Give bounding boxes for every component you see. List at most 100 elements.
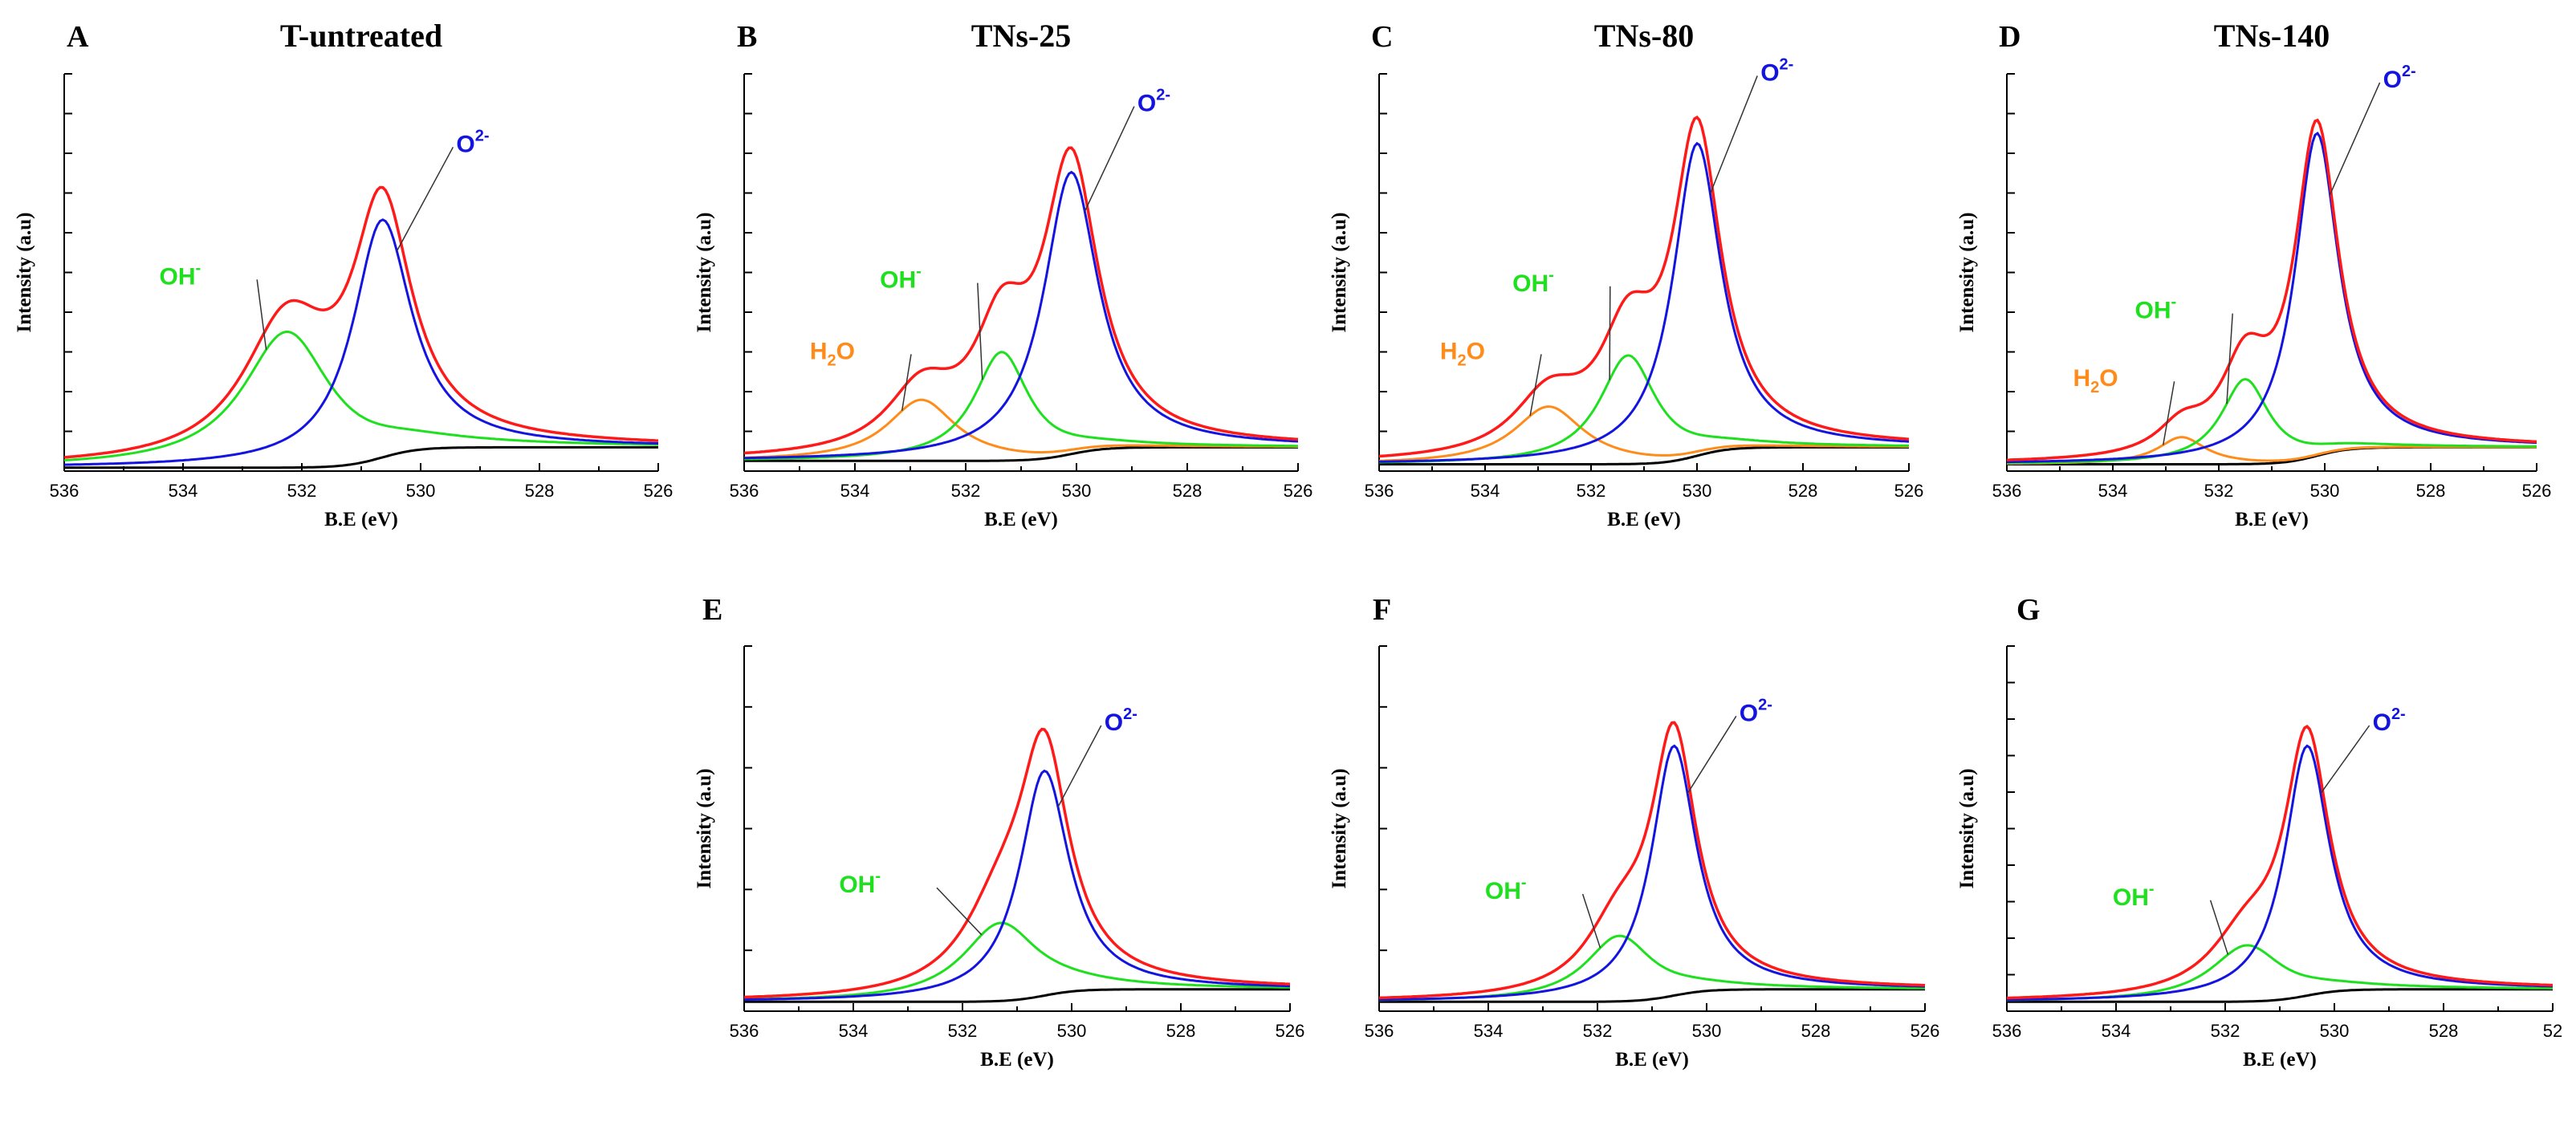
- x-tick-label: 536: [1992, 1021, 2022, 1041]
- x-tick-label: 532: [1583, 1021, 1613, 1041]
- x-tick-label: 530: [1683, 481, 1712, 501]
- y-axis-label: Intensity (a.u): [14, 212, 35, 332]
- panel-e: E 536 534 532 530 528 526 B.E (eV) Intensity (a.…: [694, 593, 1304, 1071]
- x-axis-label: B.E (eV): [2235, 509, 2309, 530]
- x-tick-label: 530: [406, 481, 436, 501]
- x-tick-label: 536: [730, 481, 759, 501]
- label-leader-line: [2209, 900, 2229, 955]
- peak-label-o2: O2-: [1137, 87, 1170, 117]
- background-line: [744, 988, 1290, 1003]
- background-line: [744, 445, 1298, 462]
- oh-minus-peak-line: [743, 351, 1298, 461]
- x-tick-label: 528: [1801, 1021, 1831, 1041]
- x-axis-label: B.E (eV): [980, 1049, 1054, 1071]
- x-tick-label: 530: [2310, 481, 2340, 501]
- x-tick-label: 526: [2522, 481, 2552, 501]
- label-leader-line: [1687, 715, 1737, 795]
- x-tick-label: 534: [169, 481, 198, 501]
- envelope-line: [1378, 721, 1926, 1000]
- panel-f: F 536 534 532 530 528 526 B.E (eV) Intensity (a.…: [1329, 593, 1939, 1071]
- panel-a: A T-untreated 536 534 532 530 528 526 B.E (eV) In…: [14, 18, 673, 530]
- x-tick-label: 532: [951, 481, 981, 501]
- x-tick-label: 536: [1365, 1021, 1394, 1041]
- x-tick-label: 52: [2543, 1021, 2562, 1041]
- label-leader-line: [1057, 725, 1102, 807]
- label-leader-line: [2320, 725, 2370, 795]
- panel-letter: A: [67, 20, 89, 54]
- peak-label-o2: O2-: [1105, 705, 1137, 736]
- peak-label-oh: OH-: [2135, 294, 2177, 324]
- x-tick-label: 528: [1789, 481, 1818, 501]
- peak-label-h2o: H2O: [810, 338, 855, 369]
- envelope-line: [63, 185, 659, 459]
- x-axis-label: B.E (eV): [2243, 1049, 2317, 1071]
- panel-letter: F: [1373, 593, 1391, 627]
- label-leader-line: [2226, 313, 2233, 404]
- x-tick-label: 528: [1166, 1021, 1196, 1041]
- h2o-peak-line: [743, 398, 1298, 459]
- label-leader-line: [2329, 82, 2381, 195]
- background-line: [1379, 988, 1925, 1003]
- peak-label-oh: OH-: [160, 259, 201, 290]
- x-tick-label: 532: [287, 481, 317, 501]
- peak-label-oh: OH-: [880, 263, 922, 294]
- label-leader-line: [977, 282, 983, 380]
- x-tick-label: 528: [1173, 481, 1203, 501]
- background-line: [1379, 445, 1909, 465]
- envelope-line: [743, 146, 1299, 455]
- x-axis-label: B.E (eV): [324, 509, 398, 530]
- panel-g: G 536 534 532 530 528 52 B.E (eV) Intensity (a.u…: [1956, 593, 2562, 1071]
- panel-c: C TNs-80 536 534 532 530 528 526 B.E (eV) Intensi…: [1329, 18, 1923, 530]
- peak-label-oh: OH-: [1512, 266, 1554, 297]
- panel-title: TNs-140: [2214, 18, 2330, 54]
- h2o-peak-line: [1378, 405, 1909, 462]
- x-tick-label: 534: [1474, 1021, 1504, 1041]
- background-line: [2007, 988, 2553, 1003]
- x-tick-label: 532: [2204, 481, 2234, 501]
- x-tick-label: 530: [1057, 1021, 1087, 1041]
- x-tick-label: 528: [2416, 481, 2446, 501]
- x-axis-label: B.E (eV): [1607, 509, 1681, 530]
- x-tick-label: 534: [839, 1021, 869, 1041]
- background-line: [64, 445, 658, 469]
- x-tick-label: 526: [1276, 1021, 1305, 1041]
- x-axis-label: B.E (eV): [1615, 1049, 1689, 1071]
- label-leader-line: [1529, 354, 1542, 417]
- x-tick-label: 526: [1284, 481, 1313, 501]
- peak-label-h2o: H2O: [1440, 338, 1485, 369]
- panel-letter: D: [1999, 20, 2021, 54]
- o2-minus-peak-line: [2006, 744, 2554, 1002]
- x-tick-label: 528: [525, 481, 555, 501]
- y-axis-label: Intensity (a.u): [1956, 768, 1978, 888]
- peak-label-oh: OH-: [2113, 880, 2155, 911]
- peak-label-o2: O2-: [1740, 696, 1772, 726]
- y-axis-label: Intensity (a.u): [1329, 212, 1350, 332]
- label-leader-line: [1581, 893, 1601, 949]
- y-axis-label: Intensity (a.u): [694, 212, 715, 332]
- oh-minus-peak-line: [63, 331, 658, 462]
- label-leader-line: [2162, 381, 2175, 445]
- panel-title: TNs-80: [1594, 18, 1694, 54]
- peak-label-o2: O2-: [456, 127, 489, 157]
- x-tick-label: 536: [1365, 481, 1394, 501]
- panel-letter: C: [1371, 20, 1393, 54]
- label-leader-line: [901, 354, 912, 411]
- panel-letter: G: [2016, 593, 2041, 627]
- x-tick-label: 526: [644, 481, 674, 501]
- o2-minus-peak-line: [743, 769, 1291, 1002]
- x-tick-label: 534: [2102, 1021, 2131, 1041]
- panel-letter: B: [737, 20, 757, 54]
- o2-minus-peak-line: [63, 218, 659, 466]
- x-tick-label: 530: [1692, 1021, 1722, 1041]
- peak-label-oh: OH-: [1485, 874, 1527, 904]
- x-tick-label: 532: [2211, 1021, 2240, 1041]
- x-tick-label: 532: [1577, 481, 1606, 501]
- label-leader-line: [936, 887, 983, 936]
- x-tick-label: 536: [1992, 481, 2022, 501]
- oh-minus-peak-line: [2007, 377, 2537, 465]
- x-axis-label: B.E (eV): [984, 509, 1058, 530]
- x-tick-label: 534: [1471, 481, 1500, 501]
- o2-minus-peak-line: [1378, 141, 1910, 463]
- oh-minus-peak-line: [743, 921, 1290, 1001]
